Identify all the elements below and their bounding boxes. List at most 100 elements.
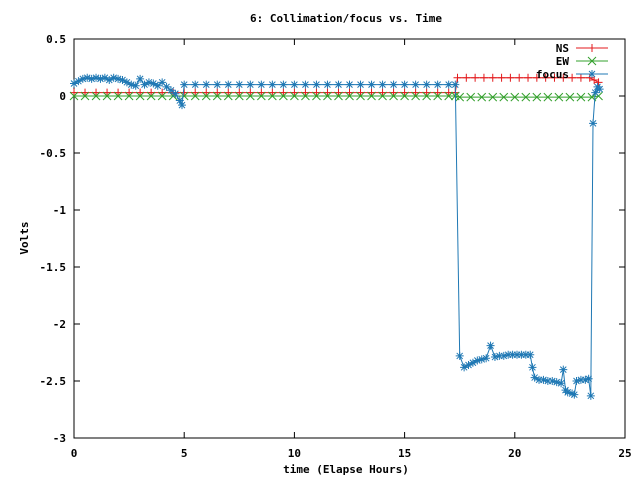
data-point-ns xyxy=(114,88,123,97)
y-tick-label: -0.5 xyxy=(40,147,67,160)
x-tick-label: 15 xyxy=(398,447,411,460)
data-point-focus xyxy=(530,373,539,382)
data-point-ns xyxy=(345,88,354,97)
data-point-focus xyxy=(535,375,544,384)
data-point-focus xyxy=(486,341,495,350)
data-point-focus xyxy=(563,388,572,397)
data-point-focus xyxy=(175,96,184,105)
data-point-focus xyxy=(144,78,153,87)
data-point-ew xyxy=(378,91,387,101)
data-point-ew xyxy=(157,91,167,101)
data-point-focus xyxy=(202,80,211,89)
data-point-ns xyxy=(488,73,497,82)
data-point-ns xyxy=(356,88,365,97)
data-point-ns xyxy=(400,88,409,97)
data-point-ns xyxy=(594,78,603,87)
data-point-focus xyxy=(334,80,343,89)
data-point-focus xyxy=(495,351,504,360)
data-point-ew xyxy=(345,91,354,101)
series-line-ew xyxy=(74,95,599,98)
data-point-ew xyxy=(477,92,487,102)
data-point-ew xyxy=(212,91,222,101)
data-point-focus xyxy=(504,350,513,359)
data-point-ew xyxy=(290,91,299,101)
data-point-ew xyxy=(433,91,443,101)
series-ew xyxy=(69,91,603,102)
data-point-focus xyxy=(153,81,162,90)
data-point-ns xyxy=(312,88,321,97)
data-point-focus xyxy=(455,351,464,360)
data-point-focus xyxy=(595,85,604,94)
data-point-ew xyxy=(356,91,365,101)
y-tick-label: -3 xyxy=(53,432,66,445)
data-point-ew xyxy=(565,92,575,102)
data-point-focus xyxy=(105,76,114,85)
data-point-ns xyxy=(125,88,134,97)
data-point-ew xyxy=(334,91,343,101)
data-point-focus xyxy=(213,80,222,89)
data-point-ns xyxy=(576,73,585,82)
data-point-focus xyxy=(177,101,186,110)
data-point-focus xyxy=(499,351,508,360)
data-point-ns xyxy=(524,73,533,82)
data-point-ns xyxy=(541,73,550,82)
data-point-focus xyxy=(312,80,321,89)
data-point-focus xyxy=(345,80,354,89)
data-point-focus xyxy=(508,350,517,359)
legend-label: focus xyxy=(536,68,569,81)
data-point-focus xyxy=(581,375,590,384)
legend-label: EW xyxy=(556,55,570,68)
data-point-focus xyxy=(451,80,460,89)
data-point-focus xyxy=(268,80,277,89)
data-point-focus xyxy=(109,73,118,82)
data-point-ns xyxy=(568,73,577,82)
data-point-ew xyxy=(488,92,498,102)
data-point-focus xyxy=(74,77,83,86)
y-tick-label: 0.5 xyxy=(46,33,66,46)
data-point-ew xyxy=(80,91,90,101)
data-point-ew xyxy=(466,92,476,102)
legend-marker-ns xyxy=(588,44,596,52)
data-point-ew xyxy=(400,91,409,101)
series-focus xyxy=(70,73,604,400)
data-point-focus xyxy=(70,79,78,88)
data-point-focus xyxy=(171,89,180,98)
data-point-ns xyxy=(532,73,541,82)
data-point-ns xyxy=(301,88,310,97)
data-point-ns xyxy=(550,73,559,82)
data-point-ns xyxy=(453,73,462,82)
data-point-ns xyxy=(559,73,568,82)
data-point-focus xyxy=(158,78,167,87)
data-point-ns xyxy=(590,76,599,85)
data-point-focus xyxy=(140,80,149,89)
data-point-ew xyxy=(113,91,123,101)
data-point-focus xyxy=(526,350,535,359)
data-point-ew xyxy=(124,91,134,101)
data-point-focus xyxy=(122,78,131,87)
data-point-ns xyxy=(515,73,524,82)
x-tick-label: 20 xyxy=(508,447,521,460)
data-point-focus xyxy=(78,74,87,83)
data-point-ew xyxy=(256,91,266,101)
data-point-focus xyxy=(356,80,365,89)
data-point-focus xyxy=(389,80,398,89)
data-point-focus xyxy=(473,356,482,365)
data-point-ew xyxy=(532,92,542,102)
axis-ticks-layer: 0 5 10 15 20 25 -3 -2.5 -2 -1.5 -1 -0.5 0 0.5 xyxy=(40,33,632,460)
data-point-focus xyxy=(539,375,548,384)
data-point-ew xyxy=(301,91,310,101)
data-point-focus xyxy=(290,80,299,89)
data-point-focus xyxy=(131,81,140,90)
x-tick-label: 10 xyxy=(288,447,301,460)
data-point-focus xyxy=(517,350,526,359)
data-point-focus xyxy=(100,73,109,82)
data-point-ew xyxy=(455,92,465,102)
data-point-focus xyxy=(490,353,499,362)
series-line-focus xyxy=(73,77,601,396)
data-point-focus xyxy=(118,76,127,85)
data-point-focus xyxy=(576,375,585,384)
data-point-ew xyxy=(245,91,255,101)
chart-title: 6: Collimation/focus vs. Time xyxy=(250,12,442,25)
data-point-focus xyxy=(149,79,158,88)
data-point-focus xyxy=(557,379,566,388)
